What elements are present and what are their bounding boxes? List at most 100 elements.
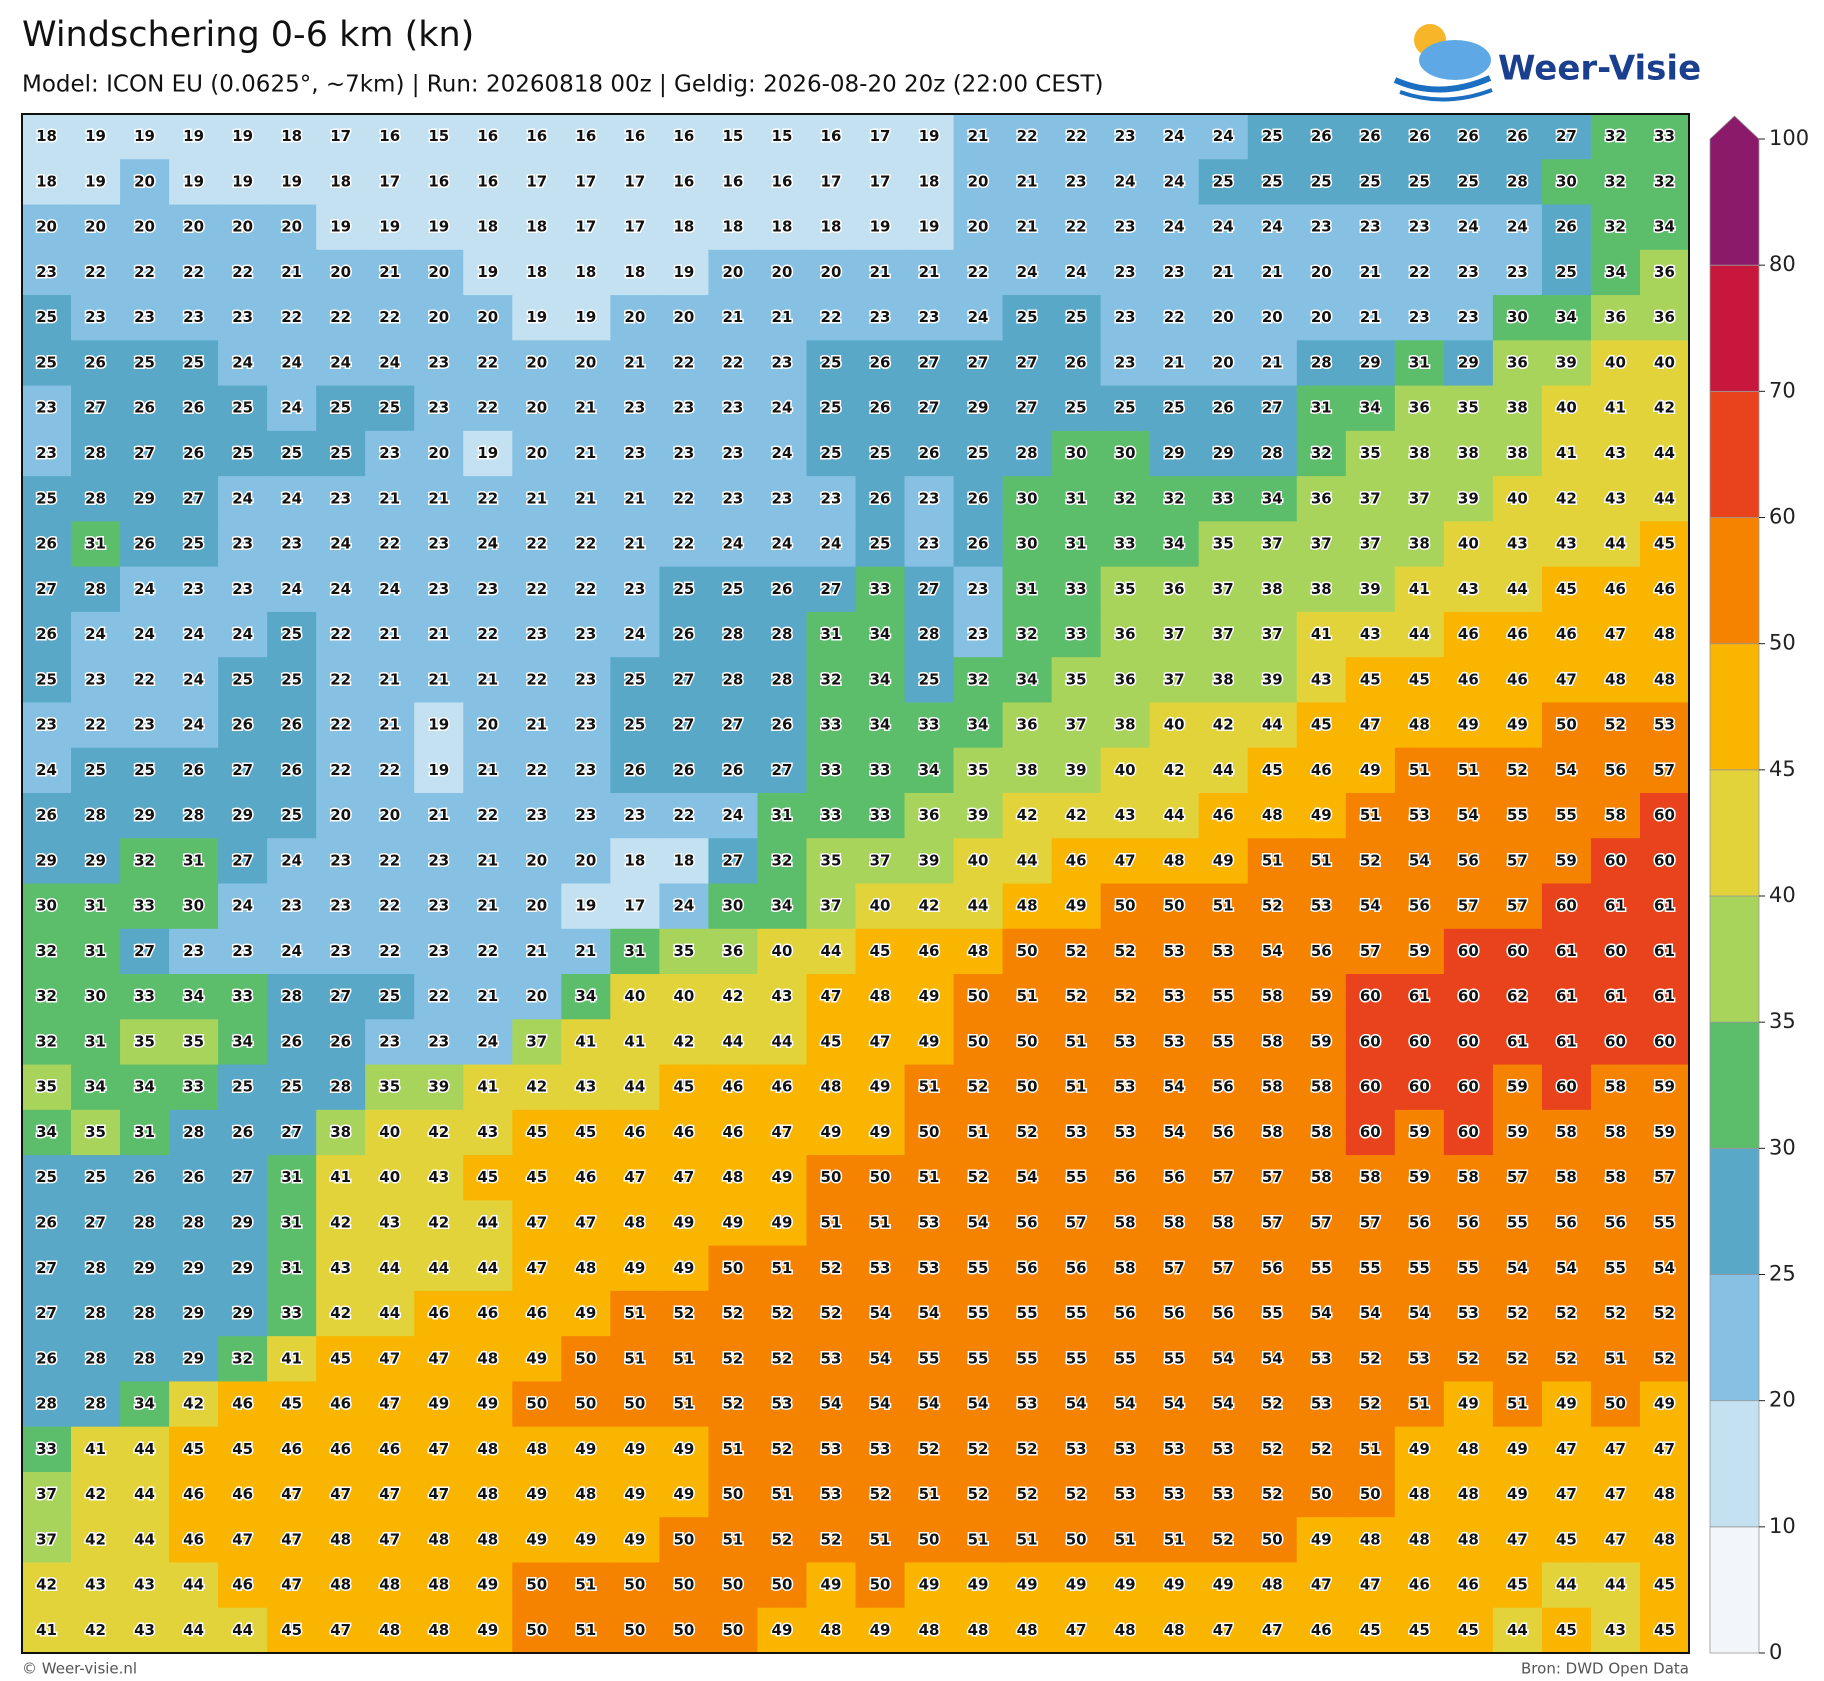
cell-value: 22 [330,625,351,643]
cell-fill [1590,340,1641,387]
cell-fill [414,1562,464,1609]
cell-value: 60 [1409,1078,1430,1096]
cell-value: 20 [722,263,743,281]
cell-value: 59 [1556,851,1577,869]
cell-value: 24 [477,1032,498,1050]
cell-value: 21 [281,263,302,281]
cell-fill [1100,611,1151,658]
cell-fill [1492,974,1543,1020]
cell-value: 49 [772,1168,793,1186]
cell-value: 27 [673,716,694,734]
cell-value: 42 [85,1621,106,1639]
cell-value: 20 [281,218,302,236]
cell-fill [1198,1336,1249,1383]
cell-fill [71,1562,121,1609]
cell-fill [267,1607,317,1654]
cell-fill [1443,657,1494,704]
cell-value: 28 [281,987,302,1005]
cell-fill [1590,1200,1641,1247]
cell-fill [218,1517,268,1564]
cell-fill [1345,1064,1396,1111]
cell-value: 60 [1556,897,1577,915]
cell-fill [1051,521,1102,568]
cell-fill [659,1381,710,1428]
cell-fill [414,159,464,206]
cell-value: 24 [772,444,793,462]
cell-value: 45 [477,1168,498,1186]
colorbar-label: 60 [1769,505,1796,529]
cell-fill [365,249,415,296]
cell-value: 29 [232,1213,253,1231]
cell-value: 38 [1017,761,1038,779]
cell-fill [1198,1064,1249,1111]
cell-value: 60 [1458,1078,1479,1096]
cell-fill [267,611,317,658]
cell-value: 60 [1458,1123,1479,1141]
cell-value: 51 [1164,1530,1185,1548]
cell-value: 28 [722,670,743,688]
cell-fill [953,747,1004,794]
cell-fill [1002,249,1053,296]
cell-fill [22,385,72,432]
cell-fill [463,974,513,1020]
cell-fill [71,1245,121,1292]
cell-value: 32 [1017,625,1038,643]
cell-fill [1051,385,1102,432]
cell-fill [806,1426,857,1473]
cell-fill [1198,974,1249,1020]
cell-fill [267,204,317,251]
cell-fill [855,521,906,568]
cell-fill [953,1245,1004,1292]
cell-value: 42 [1017,806,1038,824]
cell-value: 33 [1066,625,1087,643]
cell-value: 46 [1654,580,1675,598]
cell-value: 53 [1311,1395,1332,1413]
cell-value: 22 [330,761,351,779]
cell-fill [1247,566,1298,613]
cell-value: 52 [919,1440,940,1458]
cell-value: 42 [1556,489,1577,507]
cell-fill [267,657,317,704]
cell-value: 27 [1556,127,1577,145]
cell-value: 22 [428,987,449,1005]
cell-value: 52 [1066,942,1087,960]
cell-value: 25 [232,399,253,417]
cell-value: 49 [575,1530,596,1548]
cell-value: 23 [183,942,204,960]
cell-fill [757,1607,808,1654]
cell-fill [1443,792,1494,839]
cell-value: 20 [624,308,645,326]
cell-fill [1051,1562,1102,1609]
cell-value: 32 [1605,172,1626,190]
cell-fill [1639,1562,1690,1609]
cell-value: 55 [1360,1259,1381,1277]
cell-fill [610,928,660,975]
cell-value: 56 [1164,1304,1185,1322]
cell-value: 46 [1458,1576,1479,1594]
cell-fill [1639,702,1690,749]
cell-value: 51 [968,1123,989,1141]
cell-fill [316,1019,366,1066]
cell-value: 56 [1262,1259,1283,1277]
cell-value: 28 [85,1395,106,1413]
cell-fill [365,1426,415,1473]
cell-value: 46 [183,1530,204,1548]
cell-fill [1002,792,1053,839]
cell-fill [708,114,759,160]
cell-value: 21 [1213,263,1234,281]
cell-value: 32 [232,1349,253,1367]
cell-value: 26 [232,716,253,734]
cell-value: 25 [821,444,842,462]
footer-left: © Weer-visie.nl [22,1660,137,1678]
cell-fill [1051,611,1102,658]
cell-value: 23 [968,625,989,643]
cell-fill [659,1019,710,1066]
cell-value: 39 [1066,761,1087,779]
cell-value: 24 [134,580,155,598]
cell-fill [561,657,611,704]
cell-fill [904,1381,955,1428]
cell-value: 59 [1507,1078,1528,1096]
cell-fill [365,657,415,704]
cell-fill [1198,1155,1249,1201]
cell-fill [1443,1245,1494,1292]
